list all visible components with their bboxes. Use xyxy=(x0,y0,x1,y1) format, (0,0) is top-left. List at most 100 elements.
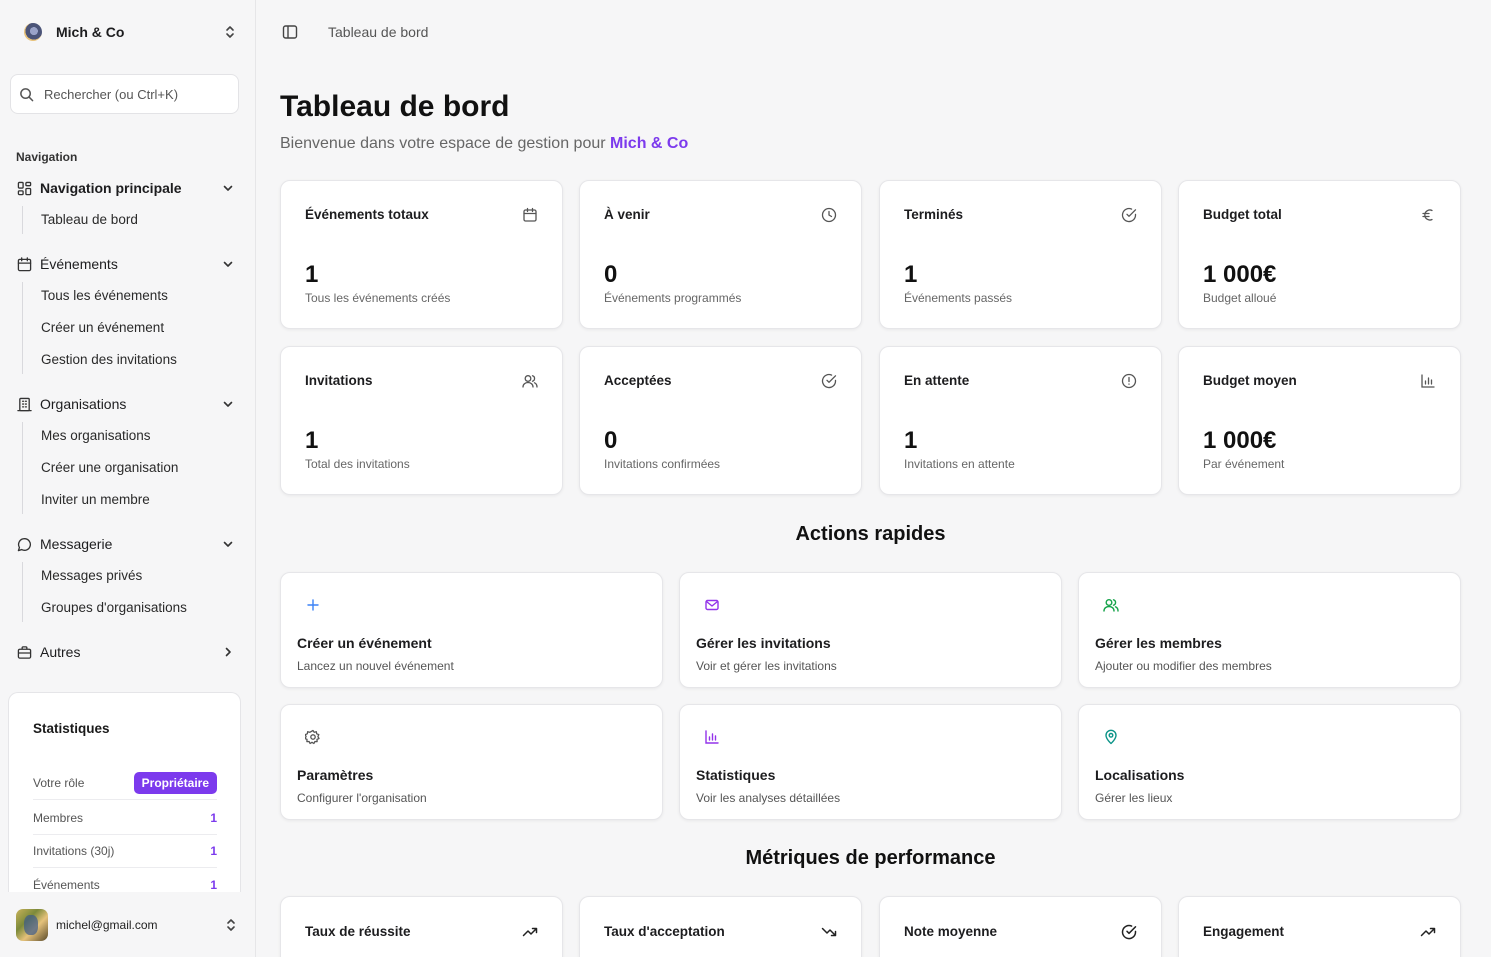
nav-item-tableau-de-bord[interactable]: Tableau de bord xyxy=(41,212,138,227)
kpi-card-termines: Terminés 1 Événements passés xyxy=(879,180,1162,329)
chevron-down-icon[interactable] xyxy=(222,538,234,550)
nav-group-organisations[interactable]: Organisations xyxy=(16,392,240,416)
stat-label: Événements xyxy=(33,877,100,892)
perf-card-note-moyenne: Note moyenne xyxy=(879,896,1162,957)
perf-card-engagement: Engagement xyxy=(1178,896,1461,957)
action-card-statistiques[interactable]: Statistiques Voir les analyses détaillée… xyxy=(679,704,1062,820)
action-title: Localisations xyxy=(1095,767,1185,783)
chevrons-up-down-icon xyxy=(227,919,235,931)
stat-value: 1 xyxy=(210,844,217,858)
chevrons-up-down-icon xyxy=(226,26,234,38)
nav-divider-line xyxy=(22,282,23,374)
nav-divider-line xyxy=(22,422,23,514)
action-title: Statistiques xyxy=(696,767,776,783)
nav-group-navigation-principale[interactable]: Navigation principale xyxy=(16,176,240,200)
check-circle-icon xyxy=(1121,924,1137,940)
nav-item-creer-une-organisation[interactable]: Créer une organisation xyxy=(41,460,179,475)
nav-item-inviter-un-membre[interactable]: Inviter un membre xyxy=(41,492,150,507)
action-title: Paramètres xyxy=(297,767,374,783)
action-card-gerer-membres[interactable]: Gérer les membres Ajouter ou modifier de… xyxy=(1078,572,1461,688)
search-box[interactable] xyxy=(10,74,239,114)
nav-group-messagerie[interactable]: Messagerie xyxy=(16,532,240,556)
search-input[interactable] xyxy=(44,86,224,102)
nav-group-evenements[interactable]: Événements xyxy=(16,252,240,276)
breadcrumb[interactable]: Tableau de bord xyxy=(328,24,429,40)
quick-actions-title: Actions rapides xyxy=(795,523,946,545)
nav-group-label: Événements xyxy=(40,256,118,272)
check-circle-icon xyxy=(821,373,837,389)
action-desc: Configurer l'organisation xyxy=(297,791,427,805)
euro-icon xyxy=(1422,209,1433,221)
action-title: Créer un événement xyxy=(297,635,432,651)
kpi-card-budget-total: Budget total 1 000€ Budget alloué xyxy=(1178,180,1461,329)
briefcase-icon xyxy=(16,644,32,660)
stat-label: Votre rôle xyxy=(33,776,85,790)
nav-item-creer-un-evenement[interactable]: Créer un événement xyxy=(41,320,165,335)
bar-chart-icon xyxy=(1421,374,1435,388)
kpi-title: Budget moyen xyxy=(1203,373,1297,388)
perf-title: Taux de réussite xyxy=(305,924,411,939)
stats-title: Statistiques xyxy=(33,721,110,736)
org-switcher[interactable]: Mich & Co xyxy=(16,16,242,48)
user-email: michel@gmail.com xyxy=(56,918,158,932)
nav-divider-line xyxy=(22,206,23,234)
panel-left-icon xyxy=(282,25,298,39)
action-title: Gérer les membres xyxy=(1095,635,1222,651)
action-card-gerer-invitations[interactable]: Gérer les invitations Voir et gérer les … xyxy=(679,572,1062,688)
stat-row-role: Votre rôle Propriétaire xyxy=(33,767,217,800)
kpi-card-acceptees: Acceptées 0 Invitations confirmées xyxy=(579,346,862,495)
nav-caption: Navigation xyxy=(16,150,78,164)
user-menu[interactable]: michel@gmail.com xyxy=(0,892,255,957)
nav-group-label: Navigation principale xyxy=(40,180,182,196)
action-card-creer-evenement[interactable]: Créer un événement Lancez un nouvel évén… xyxy=(280,572,663,688)
kpi-desc: Total des invitations xyxy=(305,457,410,471)
stat-value: 1 xyxy=(210,877,217,892)
subtitle-text: Bienvenue dans votre espace de gestion p… xyxy=(280,135,606,152)
kpi-title: Événements totaux xyxy=(305,207,429,222)
performance-title: Métriques de performance xyxy=(745,847,996,869)
kpi-title: Terminés xyxy=(904,207,964,222)
nav-group-autres[interactable]: Autres xyxy=(16,640,240,664)
chevron-down-icon[interactable] xyxy=(222,258,234,270)
sidebar-toggle-button[interactable] xyxy=(280,20,300,44)
kpi-desc: Tous les événements créés xyxy=(305,291,451,305)
mail-icon xyxy=(705,599,719,611)
kpi-value: 1 000€ xyxy=(1203,261,1277,288)
calendar-icon xyxy=(16,256,32,272)
kpi-value: 1 xyxy=(904,427,918,454)
action-card-parametres[interactable]: Paramètres Configurer l'organisation xyxy=(280,704,663,820)
action-desc: Voir les analyses détaillées xyxy=(696,791,841,805)
perf-title: Note moyenne xyxy=(904,924,998,939)
trending-up-icon xyxy=(1420,927,1436,937)
perf-card-taux-reussite: Taux de réussite xyxy=(280,896,563,957)
plus-icon xyxy=(307,599,319,611)
chevron-right-icon[interactable] xyxy=(222,646,234,658)
building-icon xyxy=(16,396,32,412)
kpi-value: 1 xyxy=(305,261,319,288)
kpi-value: 1 xyxy=(904,261,918,288)
nav-item-mes-organisations[interactable]: Mes organisations xyxy=(41,428,151,443)
kpi-desc: Invitations en attente xyxy=(904,457,1015,471)
subtitle-org: Mich & Co xyxy=(610,135,689,152)
stat-row-members: Membres 1 xyxy=(33,802,217,835)
kpi-title: Acceptées xyxy=(604,373,672,388)
action-desc: Voir et gérer les invitations xyxy=(696,659,837,673)
nav-item-messages-prives[interactable]: Messages privés xyxy=(41,568,143,583)
gear-icon xyxy=(305,729,320,745)
kpi-card-en-attente: En attente 1 Invitations en attente xyxy=(879,346,1162,495)
nav-item-tous-les-evenements[interactable]: Tous les événements xyxy=(41,288,168,303)
action-desc: Ajouter ou modifier des membres xyxy=(1095,659,1272,673)
nav-group-label: Messagerie xyxy=(40,536,113,552)
perf-title: Taux d'acceptation xyxy=(604,924,725,939)
chevron-down-icon[interactable] xyxy=(222,398,234,410)
nav-item-gestion-des-invitations[interactable]: Gestion des invitations xyxy=(41,352,177,367)
kpi-title: Budget total xyxy=(1203,207,1282,222)
page-subtitle: Bienvenue dans votre espace de gestion p… xyxy=(280,135,688,153)
nav-item-groupes-organisations[interactable]: Groupes d'organisations xyxy=(41,600,187,615)
nav-divider-line xyxy=(22,562,23,622)
kpi-card-a-venir: À venir 0 Événements programmés xyxy=(579,180,862,329)
stat-row-events: Événements 1 xyxy=(33,868,217,892)
kpi-value: 1 xyxy=(305,427,319,454)
action-card-localisations[interactable]: Localisations Gérer les lieux xyxy=(1078,704,1461,820)
chevron-down-icon[interactable] xyxy=(222,182,234,194)
